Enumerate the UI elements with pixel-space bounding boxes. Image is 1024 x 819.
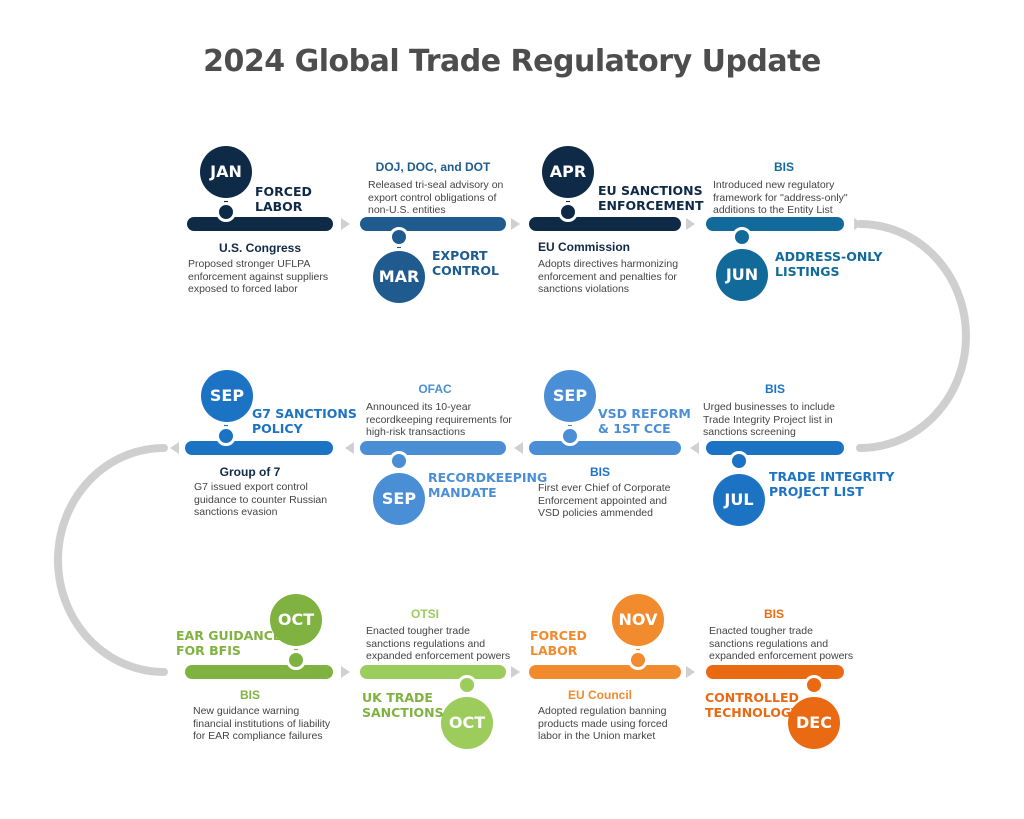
milestone-agency: Group of 7: [219, 465, 281, 479]
month-badge: JUL: [713, 474, 765, 526]
milestone-headline: ADDRESS-ONLY LISTINGS: [775, 249, 883, 279]
milestone-agency: BIS: [589, 465, 610, 479]
milestone-description: Urged businesses to include Trade Integri…: [703, 401, 835, 438]
flow-arrow-icon: [514, 442, 523, 454]
flow-arrow-icon: [341, 666, 350, 678]
month-badge: DEC: [788, 697, 840, 749]
milestone-bar: [706, 217, 844, 231]
month-badge: SEP: [373, 473, 425, 525]
milestone-description: Enacted tougher trade sanctions regulatio…: [366, 625, 511, 662]
milestone-description: G7 issued export control guidance to coun…: [194, 481, 328, 518]
flow-arrow-icon: [511, 666, 520, 678]
milestone-agency: EU Council: [567, 688, 632, 702]
milestone-agency: OFAC: [418, 382, 452, 396]
milestone-description: Proposed stronger UFLPA enforcement again…: [188, 258, 329, 295]
milestone-description: First ever Chief of Corporate Enforcement…: [538, 482, 671, 519]
milestone-bar: [529, 441, 681, 455]
milestone-dot: [804, 675, 824, 695]
milestone-headline: EAR GUIDANCE FOR BFIS: [176, 628, 282, 658]
flow-arrow-icon: [511, 218, 520, 230]
month-badge: SEP: [201, 370, 253, 422]
flow-arrow-icon: [170, 442, 179, 454]
milestone-headline: VSD REFORM & 1ST CCE: [598, 406, 691, 436]
milestone-bar: [529, 217, 681, 231]
milestone-description: Enacted tougher trade sanctions regulatio…: [709, 625, 854, 662]
milestone-agency: BIS: [773, 160, 794, 174]
milestone-bar: [529, 665, 681, 679]
month-badge: OCT: [270, 594, 322, 646]
milestone-dot: [216, 426, 236, 446]
flow-arrow-icon: [345, 442, 354, 454]
milestone-bar: [706, 441, 844, 455]
milestone-bar: [706, 665, 844, 679]
milestone-description: Released tri-seal advisory on export cont…: [368, 179, 504, 216]
milestone-agency: BIS: [763, 607, 784, 621]
month-badge: NOV: [612, 594, 664, 646]
page-title: 2024 Global Trade Regulatory Update: [203, 44, 821, 79]
connector-right-curve: [856, 220, 970, 452]
milestone-headline: CONTROLLED TECHNOLOGY: [705, 690, 800, 720]
milestone-description: New guidance warning financial institutio…: [193, 705, 331, 742]
month-badge: SEP: [544, 370, 596, 422]
milestone-headline: RECORDKEEPING MANDATE: [428, 470, 548, 500]
milestone-dot: [560, 426, 580, 446]
milestone-description: Adopts directives harmonizing enforcement…: [538, 258, 679, 295]
milestone-agency: BIS: [764, 382, 785, 396]
milestone-headline: TRADE INTEGRITY PROJECT LIST: [769, 469, 895, 499]
flow-arrow-icon: [854, 218, 863, 230]
milestone-description: Announced its 10-year recordkeeping requi…: [366, 401, 512, 438]
milestone-agency: BIS: [239, 688, 260, 702]
milestone-headline: UK TRADE SANCTIONS: [362, 690, 444, 720]
milestone-bar: [360, 441, 506, 455]
milestone-dot: [286, 650, 306, 670]
milestone-description: Adopted regulation banning products made …: [538, 705, 668, 742]
milestone-dot: [628, 650, 648, 670]
milestone-dot: [732, 227, 752, 247]
flow-arrow-icon: [686, 218, 695, 230]
milestone-dot: [389, 227, 409, 247]
milestone-headline: EXPORT CONTROL: [432, 248, 500, 278]
milestone-description: Introduced new regulatory framework for "…: [713, 179, 848, 216]
month-badge: JAN: [200, 146, 252, 198]
flow-arrow-icon: [686, 666, 695, 678]
milestone-bar: [360, 217, 506, 231]
milestone-bar: [187, 217, 333, 231]
milestone-bar: [185, 665, 333, 679]
milestone-dot: [457, 675, 477, 695]
flow-arrow-icon: [341, 218, 350, 230]
milestone-dot: [558, 202, 578, 222]
milestone-agency: EU Commission: [537, 240, 630, 254]
milestone-headline: EU SANCTIONS ENFORCEMENT: [598, 183, 704, 213]
milestone-bar: [360, 665, 506, 679]
milestone-dot: [389, 451, 409, 471]
milestone-agency: U.S. Congress: [218, 241, 302, 255]
flow-arrow-icon: [690, 442, 699, 454]
milestone-bar: [185, 441, 333, 455]
month-badge: APR: [542, 146, 594, 198]
milestone-agency: DOJ, DOC, and DOT: [375, 160, 491, 174]
milestone-headline: FORCED LABOR: [255, 184, 312, 214]
month-badge: JUN: [716, 249, 768, 301]
milestone-headline: G7 SANCTIONS POLICY: [252, 406, 357, 436]
milestone-headline: FORCED LABOR: [530, 628, 587, 658]
milestone-agency: OTSI: [410, 607, 439, 621]
milestone-dot: [216, 202, 236, 222]
milestone-dot: [729, 451, 749, 471]
month-badge: MAR: [373, 251, 425, 303]
month-badge: OCT: [441, 697, 493, 749]
connector-left-curve: [54, 444, 168, 676]
